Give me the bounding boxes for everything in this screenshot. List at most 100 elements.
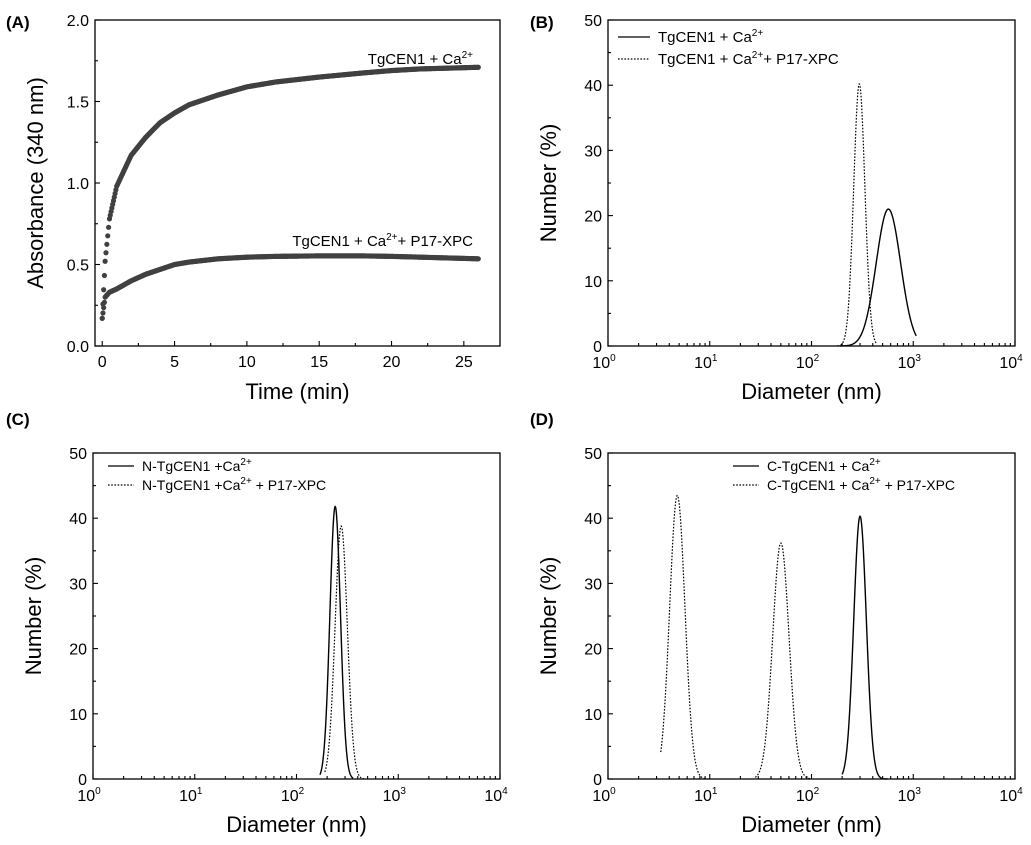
y-tick-label: 0.5 [67, 258, 89, 275]
data-point [104, 241, 110, 247]
y-tick-label: 0 [593, 339, 602, 356]
legend-label-after: + P17-XPC [763, 51, 839, 68]
x-tick-label: 5 [170, 354, 179, 371]
y-tick-label: 0 [78, 772, 87, 789]
legend-label-base: TgCEN1 + Ca [658, 29, 752, 46]
x-tick-exponent: 3 [915, 786, 921, 797]
y-tick-label: 50 [584, 13, 602, 30]
x-axis-title: Diameter (nm) [741, 379, 882, 404]
x-tick-exponent: 0 [610, 786, 616, 797]
x-tick-base: 10 [281, 788, 299, 805]
y-axis-title: Number (%) [21, 557, 46, 676]
x-tick-label: 10 [238, 354, 256, 371]
series-label-sup: 2+ [386, 232, 398, 243]
series-label-base: TgCEN1 + Ca [292, 233, 386, 250]
series-label-sup: 2+ [462, 50, 474, 61]
y-tick-label: 20 [69, 642, 87, 659]
y-tick-label: 1.5 [67, 95, 89, 112]
panel-label: (D) [530, 410, 554, 429]
panel-a: (A) 0.0 0.5 1.0 1.5 2.0 0 5 10 15 20 25 Time (min) Ab… [6, 13, 501, 404]
y-tick-label: 10 [584, 274, 602, 291]
series-line-0 [839, 208, 917, 347]
y-axis-title: Number (%) [536, 557, 561, 676]
legend-label-base: TgCEN1 + Ca [658, 51, 752, 68]
legend-label: TgCEN1 + Ca2+ [658, 28, 763, 46]
x-tick-label: 103 [898, 353, 922, 372]
x-tick-exponent: 1 [712, 353, 718, 364]
x-tick-label: 15 [310, 354, 328, 371]
legend-label: C-TgCEN1 + Ca2+ + P17-XPC [767, 476, 955, 493]
y-tick-label: 0.0 [67, 339, 89, 356]
x-tick-label: 101 [694, 786, 718, 805]
series-line-1 [660, 494, 708, 780]
x-tick-exponent: 0 [610, 353, 616, 364]
x-tick-exponent: 2 [814, 353, 820, 364]
legend: N-TgCEN1 +Ca2+N-TgCEN1 +Ca2+ + P17-XPC [108, 457, 326, 493]
legend-label: N-TgCEN1 +Ca2+ + P17-XPC [142, 476, 326, 493]
x-tick-exponent: 2 [814, 786, 820, 797]
x-tick-base: 10 [999, 788, 1017, 805]
x-axis-title: Diameter (nm) [226, 812, 367, 837]
data-point [101, 272, 108, 279]
series-line-1 [324, 525, 365, 780]
x-tick-base: 10 [179, 788, 197, 805]
x-tick-base: 10 [898, 788, 916, 805]
x-tick-base: 10 [694, 788, 712, 805]
series-label-after: + P17-XPC [398, 233, 474, 250]
legend: C-TgCEN1 + Ca2+ C-TgCEN1 + Ca2+ + P17-XPC [733, 457, 955, 493]
series-label: TgCEN1 + Ca2++ P17-XPC [292, 232, 473, 250]
x-tick-exponent: 1 [197, 786, 203, 797]
x-tick-label: 101 [179, 786, 203, 805]
y-tick-label: 40 [584, 78, 602, 95]
x-tick-base: 10 [999, 355, 1017, 372]
y-tick-label: 50 [584, 446, 602, 463]
legend-label-after: + P17-XPC [252, 477, 326, 493]
y-tick-label: 10 [69, 707, 87, 724]
x-tick-base: 10 [796, 788, 814, 805]
x-tick-label: 102 [796, 353, 820, 372]
legend-label-sup: 2+ [752, 50, 764, 61]
x-tick-base: 10 [383, 788, 401, 805]
legend-label-sup: 2+ [752, 28, 764, 39]
y-axis-title: Absorbance (340 nm) [23, 77, 48, 289]
x-tick-exponent: 1 [712, 786, 718, 797]
data-point [475, 64, 481, 70]
legend-label-base: C-TgCEN1 + Ca [767, 477, 870, 493]
y-axis-title: Number (%) [536, 124, 561, 243]
x-tick-label: 100 [592, 353, 616, 372]
x-tick-exponent: 3 [400, 786, 406, 797]
series-label: TgCEN1 + Ca2+ [368, 50, 473, 68]
legend-label-base: C-TgCEN1 + Ca [767, 458, 870, 474]
x-tick-label: 104 [484, 786, 508, 805]
series-0 [99, 64, 481, 321]
legend-label: TgCEN1 + Ca2++ P17-XPC [658, 50, 839, 68]
legend-label: C-TgCEN1 + Ca2+ [767, 457, 881, 474]
x-tick-base: 10 [484, 788, 502, 805]
x-tick-label: 100 [592, 786, 616, 805]
legend: TgCEN1 + Ca2+TgCEN1 + Ca2++ P17-XPC [618, 28, 839, 68]
series-label-base: TgCEN1 + Ca [368, 51, 462, 68]
x-tick-base: 10 [694, 355, 712, 372]
data-point [99, 315, 105, 321]
x-tick-label: 104 [999, 353, 1023, 372]
x-tick-label: 101 [694, 353, 718, 372]
x-tick-label: 100 [77, 786, 101, 805]
series-line-1 [837, 83, 878, 347]
series-1 [99, 253, 481, 321]
data-point [105, 233, 111, 239]
y-tick-label: 10 [584, 707, 602, 724]
legend-label-base: N-TgCEN1 +Ca [142, 477, 241, 493]
x-tick-base: 10 [592, 788, 610, 805]
y-tick-label: 20 [584, 642, 602, 659]
x-tick-label: 104 [999, 786, 1023, 805]
y-tick-label: 1.0 [67, 176, 89, 193]
x-tick-exponent: 4 [1017, 353, 1023, 364]
panel-label: (A) [6, 13, 30, 32]
x-tick-label: 20 [383, 354, 401, 371]
y-tick-label: 30 [69, 576, 87, 593]
x-tick-exponent: 0 [95, 786, 101, 797]
x-axis-title: Time (min) [245, 379, 349, 404]
x-axis-title: Diameter (nm) [741, 812, 882, 837]
